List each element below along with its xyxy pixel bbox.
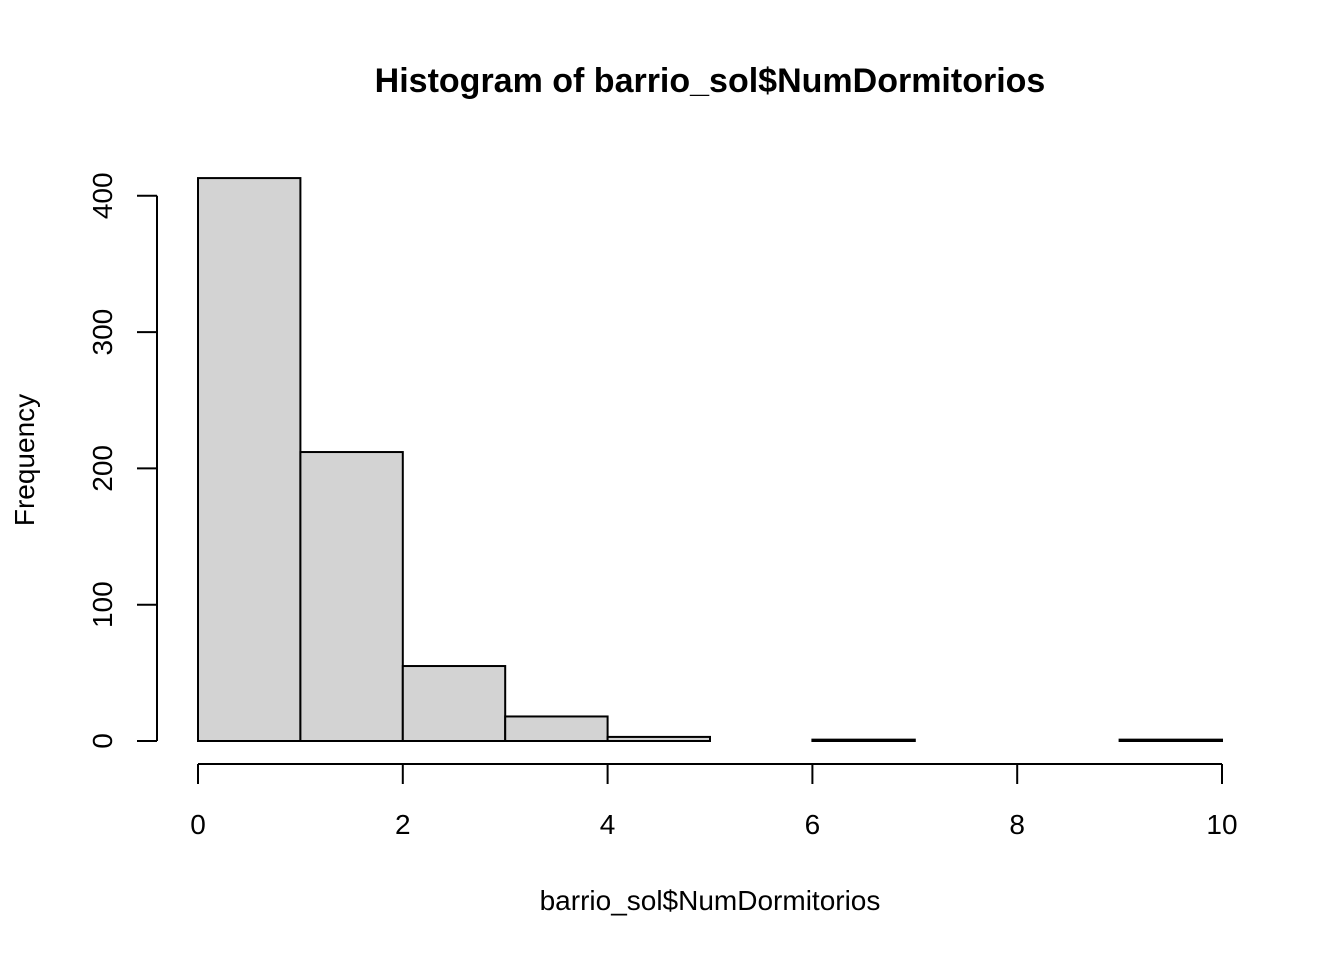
- y-axis-label: Frequency: [9, 394, 40, 526]
- y-tick-label-0: 0: [87, 733, 118, 749]
- y-tick-label-2: 200: [87, 445, 118, 492]
- histogram-bar-3: [504, 715, 609, 743]
- x-tick-label-5: 10: [1206, 809, 1237, 840]
- x-axis: 0 2 4 6 8 10: [190, 763, 1238, 840]
- histogram-bar-2: [401, 665, 507, 742]
- histogram-bar-1: [299, 451, 404, 742]
- bars-group: [197, 177, 1223, 743]
- x-tick-label-4: 8: [1009, 809, 1025, 840]
- y-tick-label-4: 400: [87, 172, 118, 219]
- chart-title: Histogram of barrio_sol$NumDormitorios: [375, 62, 1046, 100]
- x-axis-label: barrio_sol$NumDormitorios: [540, 885, 881, 916]
- y-tick-label-3: 300: [87, 309, 118, 356]
- y-tick-label-1: 100: [87, 581, 118, 628]
- histogram-bar-4: [606, 735, 711, 743]
- x-tick-label-2: 4: [600, 809, 616, 840]
- x-tick-label-0: 0: [190, 809, 206, 840]
- histogram-bar-6: [811, 738, 916, 743]
- histogram-bar-9: [1118, 738, 1223, 743]
- x-tick-label-3: 6: [805, 809, 821, 840]
- histogram-bar-0: [197, 177, 302, 742]
- x-tick-label-1: 2: [395, 809, 411, 840]
- y-axis: 0 100 200 300 400: [87, 172, 158, 749]
